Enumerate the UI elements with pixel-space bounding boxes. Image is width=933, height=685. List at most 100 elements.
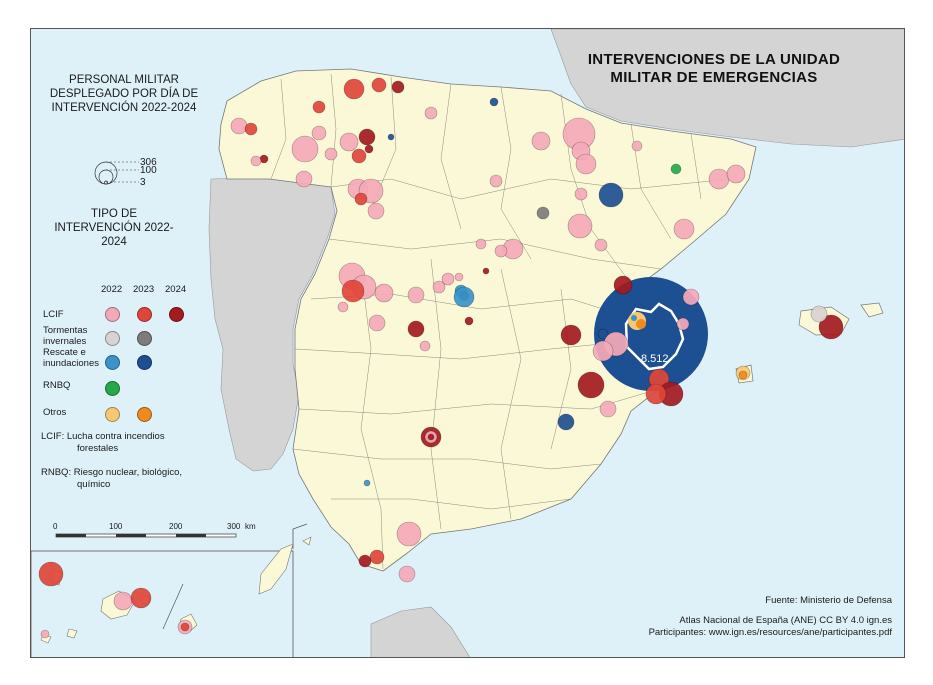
intervention-circle <box>398 565 416 583</box>
year-2024: 2024 <box>165 284 187 295</box>
credit-atlas: Atlas Nacional de España (ANE) CC BY 4.0… <box>679 615 892 626</box>
intervention-circle <box>324 147 338 161</box>
year-2023: 2023 <box>133 284 155 295</box>
row-label-rescue: Rescate e inundaciones <box>43 347 99 369</box>
size-legend-circles <box>94 161 139 185</box>
intervention-circle <box>427 433 435 441</box>
valencia-highlight <box>594 277 708 391</box>
credits: Fuente: Ministerio de Defensa Atlas Naci… <box>649 595 892 639</box>
scale-unit: km <box>245 522 256 531</box>
note-rnbq: RNBQ: Riesgo nuclear, biológico, químico <box>41 467 182 491</box>
row-label-lcif: LCIF <box>43 309 64 320</box>
intervention-circle <box>574 187 588 201</box>
note-lcif-line1: LCIF: Lucha contra incendios <box>41 431 165 442</box>
note-rnbq-line1: RNBQ: Riesgo nuclear, biológico, <box>41 467 182 478</box>
canary-inset <box>31 550 294 657</box>
swatch-rnbq-2022 <box>105 381 120 396</box>
intervention-circle <box>371 77 387 93</box>
intervention-circle <box>419 340 431 352</box>
intervention-circle <box>453 286 475 308</box>
credit-participants: Participantes: www.ign.es/resources/ane/… <box>648 627 892 638</box>
intervention-circle <box>354 192 368 206</box>
intervention-circle <box>339 132 359 152</box>
intervention-circle <box>40 629 50 639</box>
scale-tick-300: 300 <box>227 522 241 531</box>
scale-tick-100: 100 <box>109 522 123 531</box>
swatch-storm-2023 <box>137 331 152 346</box>
note-lcif: LCIF: Lucha contra incendios forestales <box>41 431 165 455</box>
intervention-circle <box>387 133 395 141</box>
row-label-rnbq: RNBQ <box>43 380 71 391</box>
intervention-circle <box>597 328 609 340</box>
intervention-circle <box>351 148 367 164</box>
scale-bar <box>55 533 237 538</box>
intervention-circle <box>575 153 597 175</box>
intervention-circle <box>341 279 365 303</box>
intervention-circle <box>708 168 730 190</box>
row-label-otros: Otros <box>43 407 67 418</box>
intervention-circle <box>407 320 425 338</box>
intervention-circle <box>676 317 690 331</box>
size-legend-title: PERSONAL MILITAR DESPLEGADO POR DÍA DE I… <box>49 74 199 114</box>
intervention-circle <box>180 622 190 632</box>
menorca <box>860 302 884 318</box>
swatch-rescue-2022 <box>105 355 120 370</box>
intervention-circle <box>536 206 550 220</box>
intervention-circle <box>337 301 349 313</box>
scale-tick-0: 0 <box>53 522 58 531</box>
intervention-circle <box>567 213 593 239</box>
intervention-circle <box>598 182 624 208</box>
intervention-circle <box>454 272 464 282</box>
intervention-circle <box>494 244 508 258</box>
swatch-lcif-2023 <box>137 307 152 322</box>
intervention-circle <box>374 283 394 303</box>
intervention-circle <box>673 218 695 240</box>
type-legend-title: TIPO DE INTERVENCIÓN 2022-2024 <box>54 208 174 248</box>
intervention-circle <box>358 128 376 146</box>
intervention-circle <box>407 286 425 304</box>
portugal <box>208 176 336 472</box>
intervention-circle <box>363 479 371 487</box>
note-rnbq-line2: químico <box>77 479 111 490</box>
intervention-circle <box>631 140 643 152</box>
map-title: INTERVENCIONES DE LA UNIDAD MILITAR DE E… <box>587 51 841 86</box>
intervention-circle <box>594 238 608 252</box>
swatch-lcif-2024 <box>169 307 184 322</box>
intervention-circle <box>599 400 617 418</box>
intervention-circle <box>358 554 372 568</box>
highlight-value: 8.512 <box>641 353 669 365</box>
scale-tick-200: 200 <box>169 522 183 531</box>
intervention-circle <box>475 238 487 250</box>
intervention-circle <box>489 97 499 107</box>
intervention-circle <box>367 202 385 220</box>
intervention-circle <box>113 591 133 611</box>
swatch-lcif-2022 <box>105 307 120 322</box>
credit-source: Fuente: Ministerio de Defensa <box>765 595 892 606</box>
map-frame: INTERVENCIONES DE LA UNIDAD MILITAR DE E… <box>30 28 905 658</box>
intervention-circle <box>230 117 248 135</box>
morocco <box>370 606 471 657</box>
intervention-circle <box>432 280 446 294</box>
intervention-circle <box>424 106 438 120</box>
intervention-circle <box>368 314 386 332</box>
intervention-circle <box>38 561 64 587</box>
intervention-circle <box>818 314 844 340</box>
intervention-circles <box>38 77 844 639</box>
intervention-circle <box>560 324 582 346</box>
intervention-circle <box>364 144 374 154</box>
swatch-otros-2023 <box>137 407 152 422</box>
intervention-circle <box>441 272 455 286</box>
intervention-circle <box>291 135 319 163</box>
intervention-circle <box>489 174 503 188</box>
swatch-otros-2022 <box>105 407 120 422</box>
size-value-3: 3 <box>140 177 146 188</box>
intervention-circle <box>592 340 614 362</box>
intervention-circle <box>312 100 326 114</box>
map-canvas <box>31 29 904 657</box>
intervention-circle <box>391 80 405 94</box>
intervention-circle <box>482 267 490 275</box>
intervention-circle <box>130 587 152 609</box>
intervention-circle <box>738 370 748 380</box>
france <box>550 29 904 148</box>
row-label-storm: Tormentas invernales <box>43 325 88 347</box>
